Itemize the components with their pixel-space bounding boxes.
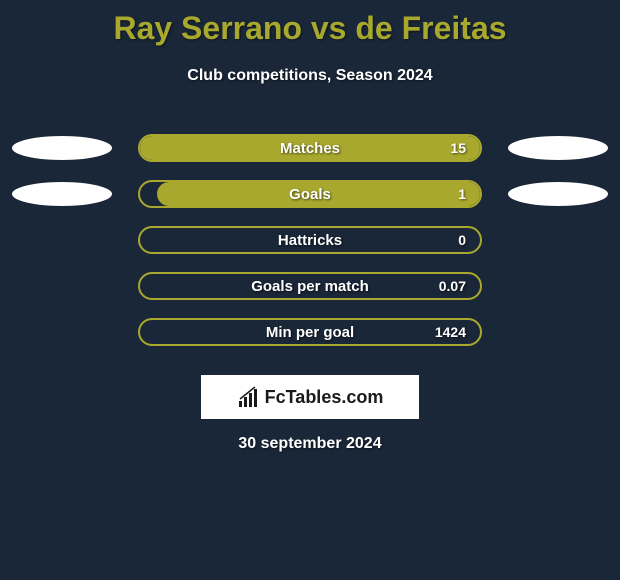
- left-ellipse: [12, 182, 112, 206]
- logo-content: FcTables.com: [237, 385, 384, 409]
- subtitle: Club competitions, Season 2024: [0, 67, 620, 85]
- right-ellipse: [508, 136, 608, 160]
- chart-icon: [237, 385, 261, 409]
- left-ellipse: [12, 136, 112, 160]
- stat-value: 1: [458, 186, 466, 202]
- stat-label: Matches: [280, 140, 340, 157]
- stat-label: Goals: [289, 186, 331, 203]
- stat-row: Matches 15: [0, 125, 620, 171]
- stat-label: Goals per match: [251, 278, 369, 295]
- logo-box[interactable]: FcTables.com: [201, 375, 419, 419]
- stat-value: 1424: [435, 324, 466, 340]
- stat-value: 0: [458, 232, 466, 248]
- stats-container: Matches 15 Goals 1 Hattricks 0 Goals per match…: [0, 125, 620, 355]
- right-ellipse: [508, 182, 608, 206]
- comparison-title: Ray Serrano vs de Freitas: [0, 0, 620, 47]
- stat-bar: Goals per match 0.07: [138, 272, 482, 300]
- stat-row: Goals 1: [0, 171, 620, 217]
- stat-bar: Goals 1: [138, 180, 482, 208]
- logo-text: FcTables.com: [265, 387, 384, 408]
- date-text: 30 september 2024: [0, 435, 620, 453]
- stat-bar: Matches 15: [138, 134, 482, 162]
- stat-bar: Min per goal 1424: [138, 318, 482, 346]
- stat-value: 15: [450, 140, 466, 156]
- stat-bar: Hattricks 0: [138, 226, 482, 254]
- stat-row: Min per goal 1424: [0, 309, 620, 355]
- stat-value: 0.07: [439, 278, 466, 294]
- stat-row: Hattricks 0: [0, 217, 620, 263]
- stat-label: Hattricks: [278, 232, 342, 249]
- stat-row: Goals per match 0.07: [0, 263, 620, 309]
- stat-label: Min per goal: [266, 324, 354, 341]
